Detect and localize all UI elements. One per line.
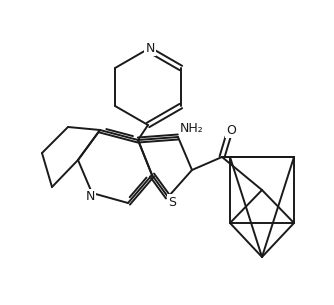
Text: NH₂: NH₂ [180, 123, 204, 135]
Text: N: N [145, 41, 155, 55]
Text: N: N [85, 191, 95, 203]
Text: O: O [226, 124, 236, 137]
Text: S: S [168, 196, 176, 209]
